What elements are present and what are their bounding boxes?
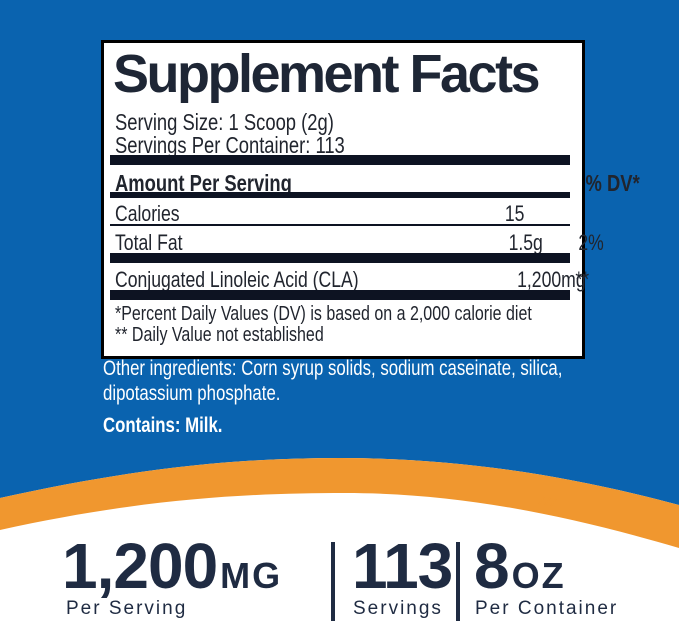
stat-container-size: 8 OZ xyxy=(474,534,566,598)
stat-label-per-serving: Per Serving xyxy=(66,598,188,619)
stat-divider xyxy=(331,542,335,621)
other-ingredients-line1: Other ingredients: Corn syrup solids, so… xyxy=(103,357,563,380)
stat-value-8: 8 xyxy=(474,530,510,602)
other-ingredients-line2: dipotassium phosphate. xyxy=(103,382,281,405)
stat-amount-per-serving: 1,200 MG xyxy=(62,534,282,598)
stat-value-1200: 1,200 xyxy=(62,530,218,602)
divider-bar-medium xyxy=(110,192,570,198)
divider-bar-thick xyxy=(110,155,570,165)
divider-line-thin xyxy=(110,224,570,226)
brush-stroke-detail xyxy=(538,496,557,507)
stat-unit-mg: MG xyxy=(220,555,283,596)
orange-swoosh xyxy=(0,440,679,548)
stat-label-servings: Servings xyxy=(353,598,443,619)
divider-bar-thick xyxy=(110,290,570,300)
divider-bar-thick xyxy=(110,253,570,263)
supplement-facts-title: Supplement Facts xyxy=(113,44,541,104)
supplement-facts-panel: Supplement Facts Serving Size: 1 Scoop (… xyxy=(101,40,640,359)
stat-servings-count: 113 xyxy=(352,534,455,598)
stat-unit-oz: OZ xyxy=(511,555,566,596)
stat-label-per-container: Per Container xyxy=(475,598,619,619)
contains-allergen-statement: Contains: Milk. xyxy=(103,414,223,437)
stat-divider xyxy=(456,542,460,621)
stat-value-113: 113 xyxy=(352,530,453,602)
